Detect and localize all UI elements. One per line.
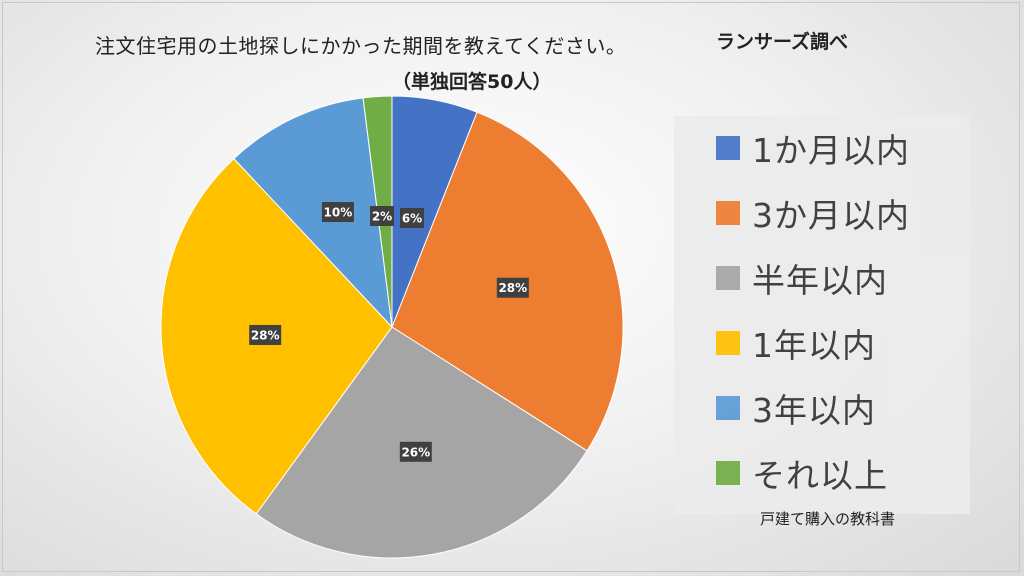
data-label-box-5 (321, 202, 354, 223)
data-label-text-4: 28% (251, 328, 280, 342)
pie-slice-5 (233, 97, 393, 329)
data-label-box-1 (400, 208, 424, 228)
legend-label-1: 1か月以内 (752, 131, 910, 170)
data-label-box-6 (370, 206, 394, 226)
legend-swatch-4 (716, 331, 740, 355)
legend-swatch-5 (716, 396, 740, 420)
legend: 1か月以内 3か月以内 半年以内 1年以内 3年以内 それ以上 (674, 116, 970, 514)
data-label-text-6: 2% (372, 210, 392, 224)
data-label-text-5: 10% (324, 206, 353, 220)
data-label-1: 6% (400, 208, 424, 228)
legend-item-2: 3か月以内 (716, 193, 910, 235)
legend-item-4: 1年以内 (716, 323, 876, 365)
legend-label-6: それ以上 (752, 456, 888, 495)
data-label-text-2: 28% (498, 281, 527, 295)
data-label-3: 26% (399, 441, 432, 462)
legend-item-5: 3年以内 (716, 388, 876, 430)
source-label: ランサーズ調べ (716, 31, 849, 53)
data-label-5: 10% (321, 202, 354, 223)
legend-label-4: 1年以内 (752, 326, 876, 365)
data-label-box-3 (399, 441, 432, 462)
data-label-6: 2% (370, 206, 394, 226)
data-label-2: 28% (496, 277, 529, 298)
data-label-text-3: 26% (401, 445, 430, 459)
data-label-box-4 (249, 324, 282, 345)
legend-label-3: 半年以内 (752, 261, 888, 300)
legend-label-5: 3年以内 (752, 391, 876, 430)
data-label-text-1: 6% (402, 212, 422, 226)
legend-swatch-6 (716, 461, 740, 485)
data-label-box-2 (496, 277, 529, 298)
legend-swatch-1 (716, 136, 740, 160)
data-label-4: 28% (249, 324, 282, 345)
legend-item-3: 半年以内 (716, 258, 888, 300)
chart-subtitle: （単独回答50人） (392, 71, 552, 93)
legend-label-2: 3か月以内 (752, 196, 910, 235)
legend-swatch-2 (716, 201, 740, 225)
chart-title: 注文住宅用の土地探しにかかった期間を教えてください。 (95, 34, 627, 58)
legend-item-6: それ以上 (716, 453, 888, 495)
footer-credit: 戸建て購入の教科書 (760, 510, 896, 528)
legend-item-1: 1か月以内 (716, 128, 910, 170)
legend-swatch-3 (716, 266, 740, 290)
